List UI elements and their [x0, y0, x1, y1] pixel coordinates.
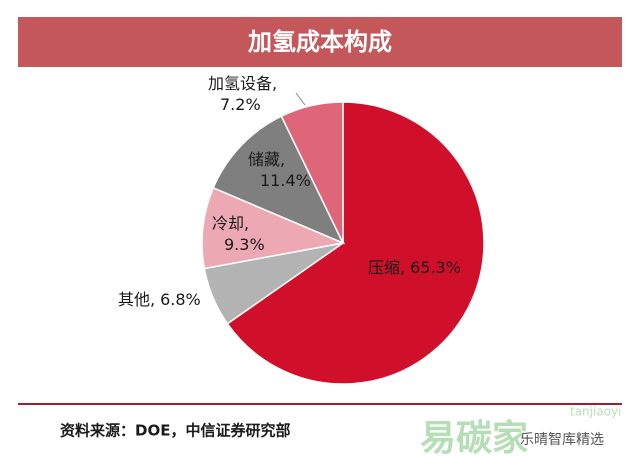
label-value: 9.3% — [224, 235, 265, 254]
title-banner — [18, 17, 622, 67]
data-label: 压缩, 65.3% — [368, 258, 461, 277]
data-label: 其他, 6.8% — [118, 290, 201, 309]
label-category: 压缩, — [368, 258, 405, 277]
label-value: 7.2% — [220, 95, 261, 114]
chart-title: 加氢成本构成 — [248, 28, 392, 56]
data-label: 加氢设备, 7.2% — [208, 74, 277, 114]
watermark-logo: 易碳家 — [420, 418, 528, 459]
pie-slice — [212, 115, 345, 245]
label-category: 加氢设备, — [208, 74, 277, 93]
data-label: 储藏, 11.4% — [248, 150, 311, 190]
watermark-account: 乐晴智库精选 — [520, 432, 604, 448]
pie-slice — [226, 101, 485, 385]
leader-line — [295, 92, 306, 106]
source-note: 资料来源：DOE，中信证券研究部 — [60, 422, 290, 440]
label-value: 11.4% — [260, 171, 311, 190]
watermark-site: tanjiaoyi — [570, 405, 621, 419]
label-value: 6.8% — [160, 290, 201, 309]
data-label: 冷却, 9.3% — [212, 214, 265, 254]
label-category: 冷却, — [212, 214, 249, 233]
label-value: 65.3% — [410, 258, 461, 277]
pie-slice — [280, 101, 344, 244]
label-category: 储藏, — [248, 150, 285, 169]
label-category: 其他, — [118, 290, 155, 309]
pie-slice — [201, 186, 346, 270]
